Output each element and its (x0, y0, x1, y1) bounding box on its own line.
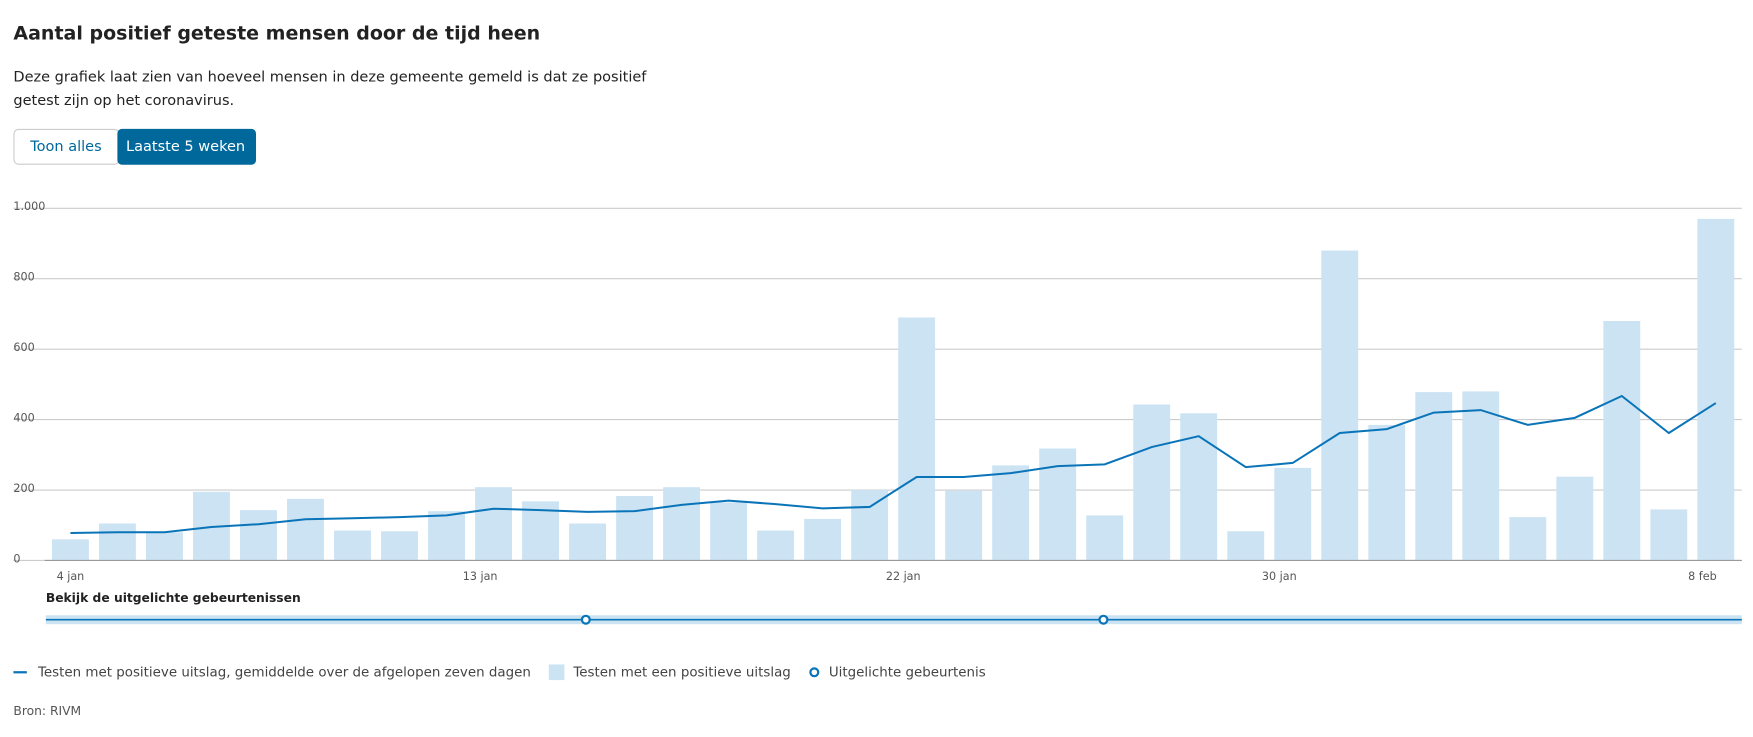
bar (1133, 404, 1171, 561)
description: getest zijn op het coronavirus. (13, 93, 234, 109)
bar (98, 523, 136, 561)
legend-swatch (548, 664, 565, 681)
bar (1368, 424, 1406, 561)
title: Aantal positief geteste mensen door de t… (13, 22, 540, 44)
bar (1274, 467, 1312, 561)
bar (663, 487, 701, 561)
y-tick-label: 200 (13, 482, 34, 495)
bar (710, 502, 748, 561)
x-tick-label: 8 feb (1688, 570, 1717, 583)
bar (898, 317, 936, 561)
y-tick-label: 400 (13, 411, 34, 424)
y-tick-label: 600 (13, 341, 34, 354)
y-tick-label: 0 (13, 552, 20, 565)
bar (475, 487, 512, 561)
bar (1509, 517, 1547, 561)
bar (851, 490, 889, 561)
x-tick-label: 13 jan (463, 570, 498, 583)
bar (334, 530, 371, 561)
bar (287, 498, 324, 561)
toggle-5-weeks[interactable]: Laatste 5 weken (117, 128, 257, 165)
y-tick-label: 800 (13, 271, 34, 284)
bar (381, 531, 418, 561)
x-tick-label: 4 jan (57, 570, 85, 583)
bar (1415, 392, 1453, 561)
x-tick-label: 30 jan (1262, 570, 1297, 583)
bar (240, 510, 277, 561)
bar (1462, 391, 1500, 561)
description: Deze grafiek laat zien van hoeveel mense… (13, 70, 647, 86)
avg-line (70, 394, 1717, 535)
event-marker[interactable] (1098, 614, 1109, 625)
source: Bron: RIVM (13, 704, 81, 718)
x-tick-label: 22 jan (886, 570, 921, 583)
button-label[interactable]: Toon alles (29, 139, 101, 155)
bar (1227, 531, 1265, 561)
timeline-label: Bekijk de uitgelichte gebeurtenissen (46, 591, 301, 605)
bar (1603, 320, 1641, 561)
bar (1556, 476, 1594, 561)
legend-swatch (809, 667, 820, 678)
legend-label: Uitgelichte gebeurtenis (829, 665, 986, 680)
bar (1180, 413, 1218, 561)
y-tick-label: 1.000 (13, 200, 45, 213)
bar (1321, 250, 1359, 561)
bar (428, 511, 465, 561)
bar (146, 532, 183, 561)
bar (616, 496, 654, 561)
bar (804, 518, 842, 561)
bar (1086, 515, 1124, 561)
bar (757, 530, 795, 561)
bar (569, 523, 607, 561)
legend-label: Testen met positieve uitslag, gemiddelde… (37, 665, 531, 680)
bar (1650, 509, 1688, 561)
toggle-all[interactable]: Toon alles (13, 128, 120, 165)
button-label[interactable]: Laatste 5 weken (126, 139, 245, 155)
bar (1697, 218, 1735, 561)
legend-label: Testen met een positieve uitslag (572, 665, 791, 680)
bar (945, 490, 983, 561)
bar (992, 465, 1030, 561)
event-marker[interactable] (580, 614, 591, 625)
bar (51, 539, 89, 561)
